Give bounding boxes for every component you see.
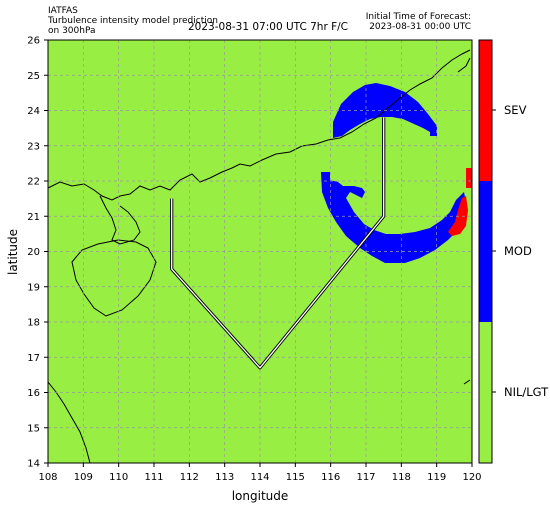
x-tick-label: 109 [74,472,93,483]
x-tick-label: 115 [286,472,305,483]
x-tick-label: 118 [392,472,411,483]
product-description: Turbulence intensity model prediction [48,16,218,26]
x-tick-label: 120 [462,472,481,483]
x-axis-label: longitude [232,489,289,503]
colorbar-label-mod: MOD [504,244,532,258]
hainan-island [71,239,157,317]
init-time-label: Initial Time of Forecast: [365,12,471,22]
colorbar: SEV MOD NIL/LGT [478,39,549,464]
init-time-value: 2023-08-31 00:00 UTC [369,22,471,32]
x-axis-ticks: 108 109 110 111 112 113 114 115 116 117 118 119 120 [38,463,482,483]
colorbar-label-sev: SEV [504,103,527,117]
x-tick-label: 112 [180,472,199,483]
x-tick-label: 114 [250,472,269,483]
y-tick-label: 20 [27,247,40,258]
valid-time: 2023-08-31 07:00 UTC 7hr F/C [188,21,349,33]
y-tick-label: 15 [27,423,40,434]
y-axis-label: latitude [6,229,20,275]
colorbar-sev [479,40,492,181]
y-tick-label: 19 [27,282,40,293]
y-tick-label: 21 [27,212,40,223]
y-tick-label: 16 [27,388,40,399]
y-axis-ticks: 14 15 16 17 18 19 20 21 22 23 24 25 26 [27,36,48,470]
x-tick-label: 116 [321,472,340,483]
y-tick-label: 14 [27,459,40,470]
x-tick-label: 110 [109,472,128,483]
x-tick-label: 117 [356,472,375,483]
y-tick-label: 18 [27,318,40,329]
map-gridlines [48,40,472,463]
y-tick-label: 26 [27,36,40,47]
x-tick-label: 108 [38,472,57,483]
y-tick-label: 23 [27,141,40,152]
flight-route [171,117,385,369]
colorbar-mod [479,181,492,322]
y-tick-label: 22 [27,177,40,188]
y-tick-label: 24 [27,106,40,117]
y-tick-label: 17 [27,353,40,364]
colorbar-label-nil: NIL/LGT [504,385,549,399]
x-tick-label: 119 [427,472,446,483]
header-left: IATFAS Turbulence intensity model predic… [48,6,218,36]
system-name: IATFAS [48,6,78,16]
coastline [47,49,471,464]
x-tick-label: 113 [215,472,234,483]
x-tick-label: 111 [144,472,163,483]
pressure-level: on 300hPa [48,26,96,36]
y-tick-label: 25 [27,71,40,82]
header-right: Initial Time of Forecast: 2023-08-31 00:… [366,12,471,32]
colorbar-nil [479,322,492,463]
